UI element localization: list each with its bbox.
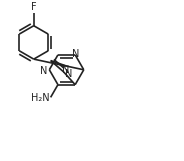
Text: N: N xyxy=(63,65,70,75)
Text: N: N xyxy=(65,69,72,79)
Text: N: N xyxy=(72,49,80,59)
Text: N: N xyxy=(40,66,47,76)
Text: H₂N: H₂N xyxy=(31,93,49,103)
Text: F: F xyxy=(31,2,37,12)
